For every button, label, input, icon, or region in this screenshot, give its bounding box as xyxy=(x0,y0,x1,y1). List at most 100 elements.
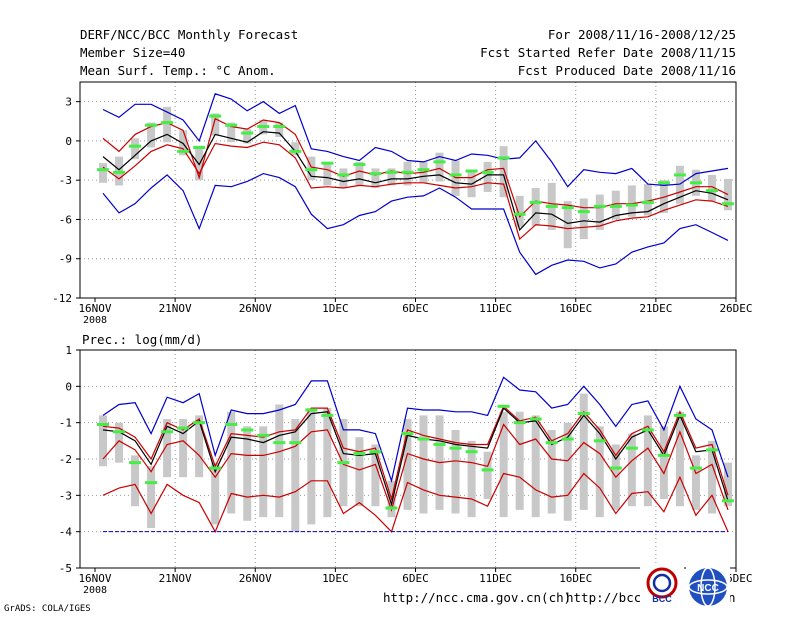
observation-marker xyxy=(689,181,702,185)
x-tick-label: 16NOV xyxy=(78,572,111,585)
observation-marker xyxy=(209,466,222,470)
observation-marker xyxy=(369,450,382,454)
ensemble-range-bar xyxy=(131,138,140,160)
observation-marker xyxy=(273,441,286,445)
bcc-url[interactable]: http://bcc.c xyxy=(566,590,657,605)
ensemble-range-bar xyxy=(163,419,172,478)
observation-marker xyxy=(337,173,350,177)
x-tick-label: 11DEC xyxy=(479,302,512,315)
ensemble-range-bar xyxy=(355,161,364,186)
y-tick-label: -5 xyxy=(59,562,72,575)
ensemble-range-bar xyxy=(531,415,540,518)
y-tick-label: 0 xyxy=(65,135,72,148)
observation-marker xyxy=(145,123,158,127)
bcc-logo-text: BCC xyxy=(652,594,672,604)
ensemble-range-bar xyxy=(467,440,476,518)
ensemble-range-bar xyxy=(323,408,332,518)
observation-marker xyxy=(593,439,606,443)
observation-marker xyxy=(465,169,478,173)
ensemble-range-bar xyxy=(707,174,716,202)
produced-date: Fcst Produced Date 2008/11/16 xyxy=(517,63,736,78)
series-line-lower xyxy=(102,423,729,512)
observation-marker xyxy=(545,204,558,208)
ensemble-range-bar xyxy=(595,426,604,518)
observation-marker xyxy=(705,189,718,193)
ensemble-range-bar xyxy=(723,462,732,507)
observation-marker xyxy=(129,144,142,148)
ensemble-range-bar xyxy=(179,419,188,478)
observation-marker xyxy=(113,430,126,434)
bcc-logo: BCC xyxy=(640,565,684,609)
observation-marker xyxy=(369,172,382,176)
observation-marker xyxy=(177,149,190,153)
x-tick-label: 26DEC xyxy=(719,302,752,315)
ensemble-range-bar xyxy=(195,415,204,478)
observation-marker xyxy=(561,437,574,441)
y-tick-label: -1 xyxy=(59,417,72,430)
series-line-lower xyxy=(102,141,729,241)
ensemble-range-bar xyxy=(691,455,700,510)
ensemble-range-bar xyxy=(563,422,572,521)
series-line-upper xyxy=(102,117,729,218)
observation-marker xyxy=(609,204,622,208)
ensemble-range-bar xyxy=(259,426,268,518)
observation-marker xyxy=(161,430,174,434)
member-size-label: Member Size=40 xyxy=(80,45,186,60)
ncc-logo-text: NCC xyxy=(697,583,719,594)
x-tick-label: 21NOV xyxy=(159,572,192,585)
ensemble-range-bar xyxy=(659,426,668,499)
ensemble-range-bar xyxy=(563,201,572,249)
observation-marker xyxy=(273,125,286,129)
observation-marker xyxy=(593,204,606,208)
y-tick-label: -9 xyxy=(59,253,72,266)
series-line-upper xyxy=(102,405,729,502)
observation-marker xyxy=(417,437,430,441)
observation-marker xyxy=(321,161,334,165)
observation-marker xyxy=(577,210,590,214)
ensemble-range-bar xyxy=(147,466,156,529)
observation-marker xyxy=(401,170,414,174)
observation-marker xyxy=(673,173,686,177)
observation-marker xyxy=(337,461,350,465)
observation-marker xyxy=(145,481,158,485)
observation-marker xyxy=(545,441,558,445)
forecast-period: For 2008/11/16-2008/12/25 xyxy=(547,27,736,42)
observation-marker xyxy=(225,123,238,127)
ensemble-range-bar xyxy=(275,122,284,137)
observation-marker xyxy=(257,433,270,437)
variable-label: Mean Surf. Temp.: °C Anom. xyxy=(80,63,276,78)
y-tick-label: -3 xyxy=(59,174,72,187)
series-line-min xyxy=(102,472,729,534)
observation-marker xyxy=(497,156,510,160)
x-tick-label: 16NOV xyxy=(78,302,111,315)
observation-marker xyxy=(705,448,718,452)
observation-marker xyxy=(209,114,222,118)
y-tick-label: -4 xyxy=(59,526,73,539)
observation-marker xyxy=(625,203,638,207)
ensemble-range-bar xyxy=(579,393,588,510)
series-line-mean xyxy=(102,131,729,232)
panel-title: Prec.: log(mm/d) xyxy=(82,332,202,347)
observation-marker xyxy=(257,125,270,129)
ensemble-range-bar xyxy=(451,429,460,514)
observation-marker xyxy=(193,421,206,425)
observation-marker xyxy=(113,170,126,174)
ensemble-range-bar xyxy=(643,184,652,216)
observation-marker xyxy=(353,162,366,166)
series-line-min xyxy=(102,172,729,276)
observation-marker xyxy=(289,149,302,153)
ensemble-range-bar xyxy=(147,122,156,148)
ensemble-range-bar xyxy=(387,168,396,186)
observation-marker xyxy=(97,168,110,172)
observation-marker xyxy=(177,426,190,430)
ensemble-range-bar xyxy=(291,142,300,156)
x-tick-label: 21DEC xyxy=(639,302,672,315)
ensemble-range-bar xyxy=(579,198,588,240)
ensemble-range-bar xyxy=(643,415,652,507)
ensemble-range-bar xyxy=(483,161,492,192)
ncc-url[interactable]: http://ncc.cma.gov.cn(ch) xyxy=(383,590,572,605)
x-tick-label: 16DEC xyxy=(559,572,592,585)
observation-marker xyxy=(625,446,638,450)
bcc-logo-icon: BCC xyxy=(640,565,684,609)
